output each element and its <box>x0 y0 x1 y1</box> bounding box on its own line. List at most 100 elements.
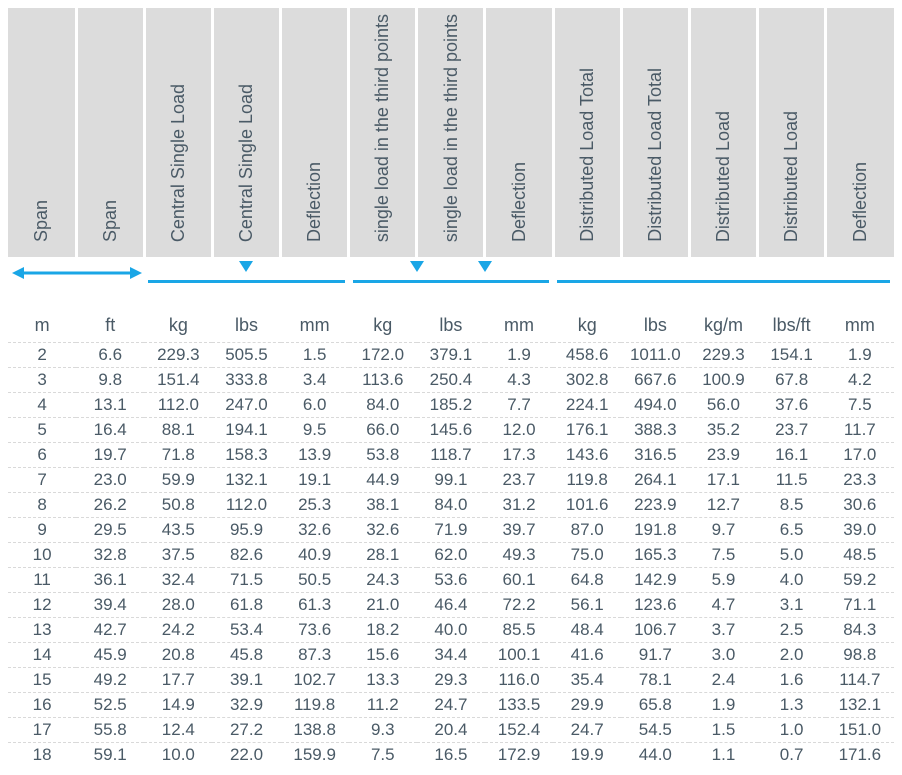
data-cell: 9.3 <box>349 718 417 743</box>
data-cell: 67.8 <box>758 368 826 393</box>
units-row: m ft kg lbs mm kg lbs mm kg lbs kg/m lbs… <box>8 311 894 343</box>
underline-icon <box>281 280 345 283</box>
data-cell: 71.5 <box>212 568 280 593</box>
data-cell: 32.6 <box>281 518 349 543</box>
data-cell: 17.3 <box>485 443 553 468</box>
unit-cell: mm <box>485 311 553 343</box>
data-cell: 46.4 <box>417 593 485 618</box>
underline-icon <box>826 280 890 283</box>
data-cell: 224.1 <box>553 393 621 418</box>
data-cell: 6 <box>8 443 76 468</box>
data-cell: 4.7 <box>689 593 757 618</box>
data-cell: 165.3 <box>621 543 689 568</box>
data-cell: 101.6 <box>553 493 621 518</box>
data-cell: 64.8 <box>553 568 621 593</box>
table-body: 26.6229.3505.51.5172.0379.11.9458.61011.… <box>8 343 894 768</box>
span-arrow-cell <box>8 257 144 289</box>
col-header-label: Deflection <box>304 162 325 242</box>
data-cell: 159.9 <box>281 743 349 768</box>
data-cell: 62.0 <box>417 543 485 568</box>
data-cell: 60.1 <box>485 568 553 593</box>
data-cell: 15.6 <box>349 643 417 668</box>
data-cell: 29.5 <box>76 518 144 543</box>
col-header: Distributed Load Total <box>553 8 621 257</box>
data-cell: 316.5 <box>621 443 689 468</box>
unit-cell: kg <box>553 311 621 343</box>
data-cell: 50.8 <box>144 493 212 518</box>
data-cell: 41.6 <box>553 643 621 668</box>
data-cell: 2.5 <box>758 618 826 643</box>
data-cell: 28.0 <box>144 593 212 618</box>
data-cell: 87.3 <box>281 643 349 668</box>
data-cell: 59.9 <box>144 468 212 493</box>
data-cell: 99.1 <box>417 468 485 493</box>
data-cell: 45.9 <box>76 643 144 668</box>
data-cell: 13.1 <box>76 393 144 418</box>
data-cell: 123.6 <box>621 593 689 618</box>
col-header-label: Distributed Load <box>713 111 734 242</box>
data-cell: 40.9 <box>281 543 349 568</box>
data-cell: 23.0 <box>76 468 144 493</box>
data-cell: 21.0 <box>349 593 417 618</box>
data-cell: 98.8 <box>826 643 894 668</box>
col-header-label: Distributed Load <box>781 111 802 242</box>
col-header-label: Distributed Load Total <box>645 68 666 242</box>
data-cell: 3.0 <box>689 643 757 668</box>
data-cell: 42.7 <box>76 618 144 643</box>
data-cell: 3.4 <box>281 368 349 393</box>
data-cell: 17.7 <box>144 668 212 693</box>
data-cell: 10.0 <box>144 743 212 768</box>
indicator-cell <box>485 257 553 289</box>
data-cell: 132.1 <box>826 693 894 718</box>
data-cell: 29.9 <box>553 693 621 718</box>
data-cell: 1011.0 <box>621 343 689 368</box>
data-cell: 12.0 <box>485 418 553 443</box>
data-cell: 11.2 <box>349 693 417 718</box>
data-cell: 25.3 <box>281 493 349 518</box>
data-cell: 133.5 <box>485 693 553 718</box>
data-cell: 9.5 <box>281 418 349 443</box>
underline-icon <box>353 280 417 283</box>
data-cell: 154.1 <box>758 343 826 368</box>
table-row: 826.250.8112.025.338.184.031.2101.6223.9… <box>8 493 894 518</box>
data-cell: 61.3 <box>281 593 349 618</box>
indicator-cell <box>144 257 212 289</box>
data-cell: 18.2 <box>349 618 417 643</box>
data-cell: 32.6 <box>349 518 417 543</box>
data-cell: 52.5 <box>76 693 144 718</box>
data-cell: 31.2 <box>485 493 553 518</box>
data-cell: 19.1 <box>281 468 349 493</box>
data-cell: 20.8 <box>144 643 212 668</box>
data-cell: 13 <box>8 618 76 643</box>
data-cell: 72.2 <box>485 593 553 618</box>
col-header: Central Single Load <box>212 8 280 257</box>
table-row: 26.6229.3505.51.5172.0379.11.9458.61011.… <box>8 343 894 368</box>
unit-cell: lbs <box>621 311 689 343</box>
table-row: 39.8151.4333.83.4113.6250.44.3302.8667.6… <box>8 368 894 393</box>
data-cell: 113.6 <box>349 368 417 393</box>
data-cell: 11 <box>8 568 76 593</box>
data-cell: 75.0 <box>553 543 621 568</box>
data-cell: 264.1 <box>621 468 689 493</box>
data-cell: 1.9 <box>826 343 894 368</box>
data-cell: 1.0 <box>758 718 826 743</box>
data-cell: 32.4 <box>144 568 212 593</box>
col-header: Distributed Load <box>689 8 757 257</box>
data-cell: 12.4 <box>144 718 212 743</box>
table-row: 1342.724.253.473.618.240.085.548.4106.73… <box>8 618 894 643</box>
data-cell: 191.8 <box>621 518 689 543</box>
col-header: Span <box>8 8 76 257</box>
data-cell: 143.6 <box>553 443 621 468</box>
data-cell: 1.5 <box>689 718 757 743</box>
data-cell: 132.1 <box>212 468 280 493</box>
data-cell: 24.2 <box>144 618 212 643</box>
data-cell: 4.0 <box>758 568 826 593</box>
data-cell: 4.3 <box>485 368 553 393</box>
col-header: Deflection <box>485 8 553 257</box>
data-cell: 7.7 <box>485 393 553 418</box>
underline-icon <box>758 280 826 283</box>
underline-icon <box>621 280 689 283</box>
data-cell: 158.3 <box>212 443 280 468</box>
data-cell: 71.8 <box>144 443 212 468</box>
table-row: 1859.110.022.0159.97.516.5172.919.944.01… <box>8 743 894 768</box>
